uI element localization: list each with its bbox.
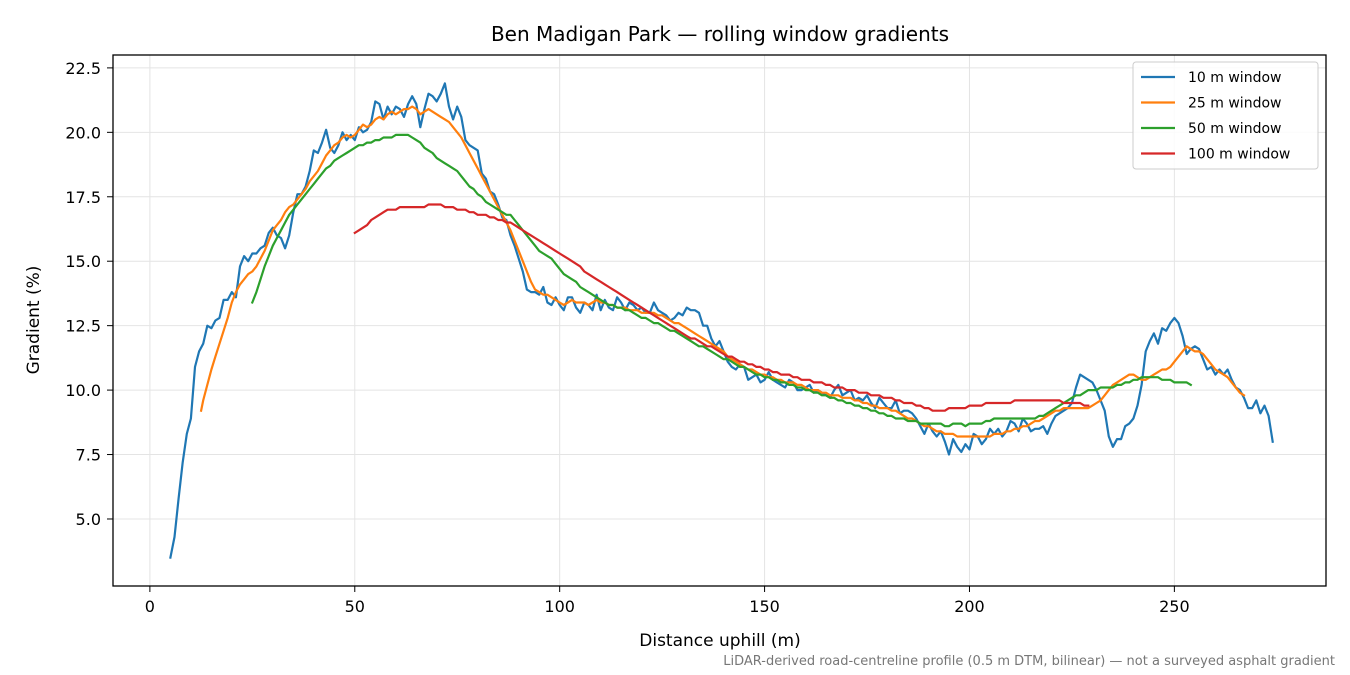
x-axis: 0 50 100 150 200 250	[145, 586, 1190, 616]
y-tick-label: 17.5	[65, 188, 101, 207]
legend-label: 10 m window	[1188, 70, 1281, 86]
y-axis-label: Gradient (%)	[24, 266, 44, 375]
plot-frame	[112, 54, 1327, 587]
legend-label: 50 m window	[1188, 121, 1281, 137]
x-tick-label: 150	[749, 597, 780, 616]
y-tick-label: 12.5	[65, 317, 101, 336]
y-axis: 5.0 7.5 10.0 12.5 15.0 17.5 20.0 22.5	[65, 59, 113, 529]
series-line	[199, 105, 1246, 438]
y-tick-label: 20.0	[65, 123, 101, 142]
legend: 10 m window 25 m window 50 m window 100 m w…	[1132, 61, 1319, 170]
x-tick-label: 50	[345, 597, 365, 616]
legend-label: 100 m window	[1188, 147, 1290, 163]
series-layer	[169, 82, 1274, 559]
y-tick-label: 5.0	[76, 510, 101, 529]
x-axis-label: Distance uphill (m)	[639, 631, 800, 651]
y-tick-label: 10.0	[65, 381, 101, 400]
footnote: LiDAR-derived road-centreline profile (0…	[723, 654, 1335, 669]
series-line	[353, 203, 1090, 412]
x-tick-label: 100	[544, 597, 575, 616]
x-tick-label: 0	[145, 597, 155, 616]
x-tick-label: 250	[1159, 597, 1190, 616]
series-line	[250, 133, 1193, 428]
chart-title: Ben Madigan Park — rolling window gradie…	[491, 22, 949, 46]
y-tick-label: 22.5	[65, 59, 101, 78]
y-tick-label: 15.0	[65, 252, 101, 271]
y-tick-label: 7.5	[76, 446, 101, 465]
series-line	[169, 82, 1274, 559]
legend-box	[1132, 61, 1319, 170]
legend-label: 25 m window	[1188, 96, 1281, 112]
x-tick-label: 200	[954, 597, 985, 616]
